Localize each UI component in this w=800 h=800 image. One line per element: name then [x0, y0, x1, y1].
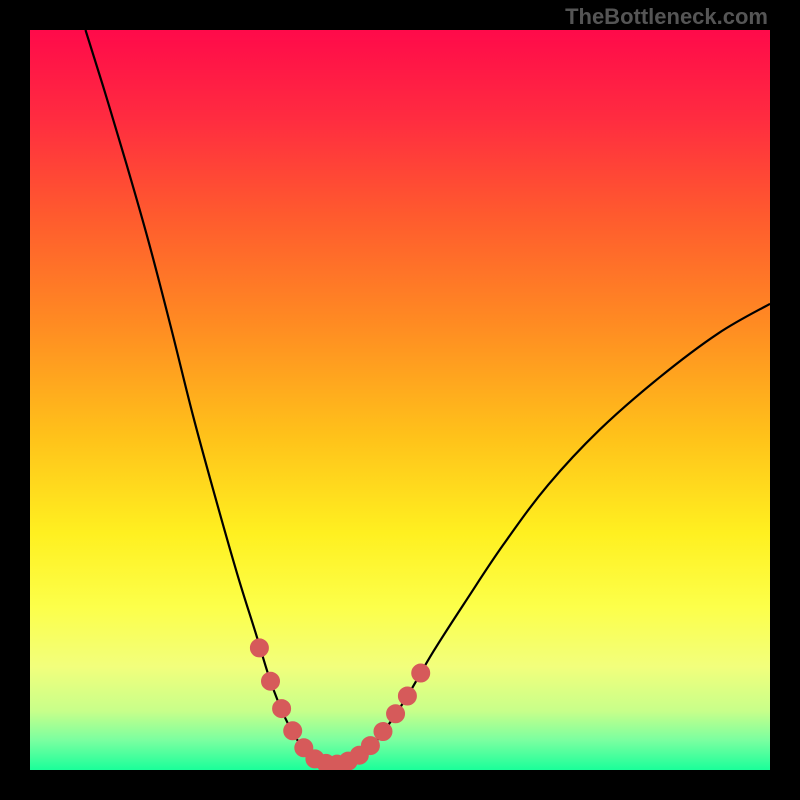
chart-svg — [30, 30, 770, 770]
marker-point — [284, 722, 302, 740]
marker-point — [374, 723, 392, 741]
marker-point — [262, 672, 280, 690]
plot-area — [30, 30, 770, 770]
marker-point — [250, 639, 268, 657]
gradient-background — [30, 30, 770, 770]
marker-point — [412, 664, 430, 682]
watermark-text: TheBottleneck.com — [565, 4, 768, 30]
marker-point — [273, 700, 291, 718]
marker-point — [398, 687, 416, 705]
marker-point — [361, 737, 379, 755]
chart-frame: TheBottleneck.com — [0, 0, 800, 800]
marker-point — [387, 705, 405, 723]
